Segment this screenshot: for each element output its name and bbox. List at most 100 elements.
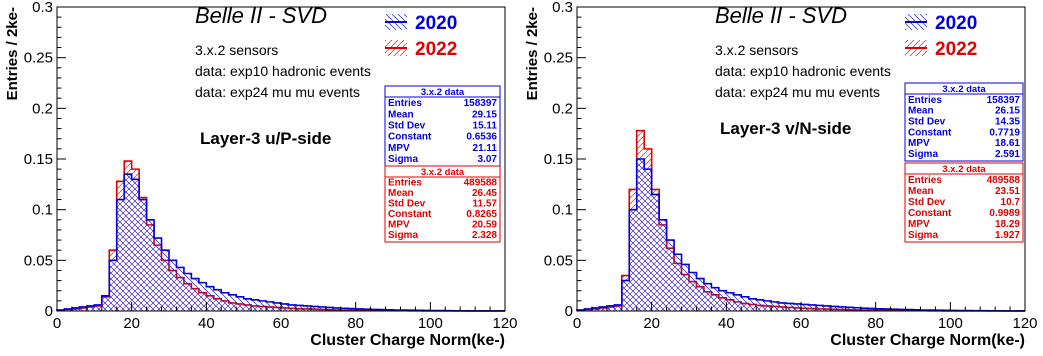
- stat-box-key: MPV: [388, 220, 410, 231]
- x-tick-label: 0: [53, 315, 61, 332]
- stat-box-key: Entries: [908, 175, 942, 186]
- y-axis-label: Entries / 2ke-: [524, 7, 541, 100]
- stat-box-key: Mean: [388, 109, 414, 120]
- stat-box-title: 3.x.2 data: [942, 84, 986, 95]
- stat-box-title: 3.x.2 data: [421, 167, 465, 178]
- stat-box-value: 489588: [987, 175, 1021, 186]
- x-axis-label: Cluster Charge Norm(ke-): [830, 332, 1025, 349]
- stat-box-key: Std Dev: [908, 197, 946, 208]
- y-tick-label: 0.3: [552, 0, 573, 16]
- stat-box-value: 10.7: [1001, 197, 1021, 208]
- stat-box-value: 3.07: [478, 154, 498, 165]
- y-tick-label: 0: [565, 303, 573, 320]
- stat-box-key: Entries: [388, 178, 422, 189]
- stat-box-key: Mean: [908, 106, 934, 117]
- y-tick-label: 0.3: [32, 0, 53, 16]
- x-tick-label: 20: [123, 315, 140, 332]
- stat-box-key: Std Dev: [388, 121, 426, 132]
- stat-box-key: Std Dev: [388, 199, 426, 210]
- info-line: data: exp24 mu mu events: [195, 84, 360, 100]
- chart-title: Belle II - SVD: [195, 3, 327, 28]
- x-tick-label: 80: [347, 315, 364, 332]
- info-line: 3.x.2 sensors: [715, 42, 798, 58]
- stat-box-key: Std Dev: [908, 117, 946, 128]
- chart-panel-1: 0 20 40 60 80 100 120 0 0.05 0.1 0.15 0.2 0.25 0.3 Clu…: [4, 0, 518, 349]
- x-tick-label: 120: [1012, 315, 1037, 332]
- legend-label: 2020: [415, 13, 457, 34]
- x-tick-label: 20: [643, 315, 660, 332]
- y-tick-label: 0.25: [24, 50, 53, 67]
- stat-box-key: Constant: [388, 132, 432, 143]
- y-tick-label: 0.1: [552, 202, 573, 219]
- x-tick-label: 40: [718, 315, 735, 332]
- legend-label: 2020: [935, 13, 977, 34]
- stat-box-key: Sigma: [388, 230, 418, 241]
- y-tick-label: 0.25: [544, 50, 573, 67]
- stat-box-key: Constant: [908, 208, 952, 219]
- legend-label: 2022: [935, 39, 977, 60]
- y-tick-label: 0.05: [24, 252, 53, 269]
- stat-box-value: 18.61: [995, 138, 1020, 149]
- y-tick-label: 0: [45, 303, 53, 320]
- stat-box-value: 158397: [464, 98, 498, 109]
- layer-label: Layer-3 v/N-side: [720, 119, 851, 138]
- x-axis-label: Cluster Charge Norm(ke-): [310, 332, 505, 349]
- y-tick-label: 0.15: [544, 151, 573, 168]
- x-tick-label: 120: [492, 315, 517, 332]
- y-tick-label: 0.2: [32, 100, 53, 117]
- stat-box-value: 489588: [464, 178, 498, 189]
- stat-box-key: MPV: [388, 143, 410, 154]
- info-line: data: exp10 hadronic events: [715, 63, 891, 79]
- stat-box-value: 2.591: [995, 149, 1020, 160]
- stat-box-value: 14.35: [995, 117, 1020, 128]
- info-line: data: exp24 mu mu events: [715, 84, 880, 100]
- x-tick-label: 60: [273, 315, 290, 332]
- stat-box-key: Entries: [388, 98, 422, 109]
- stat-box-title: 3.x.2 data: [942, 164, 986, 175]
- stat-box-value: 158397: [987, 95, 1021, 106]
- stat-box-key: Constant: [388, 209, 432, 220]
- x-tick-label: 100: [938, 315, 963, 332]
- stat-box-value: 1.927: [995, 230, 1020, 241]
- layer-label: Layer-3 u/P-side: [200, 129, 331, 148]
- stat-box-value: 0.9989: [989, 208, 1020, 219]
- stat-box-key: MPV: [908, 138, 930, 149]
- y-tick-label: 0.1: [32, 202, 53, 219]
- stat-box-key: Sigma: [908, 149, 938, 160]
- stat-box-key: Entries: [908, 95, 942, 106]
- x-tick-label: 40: [198, 315, 215, 332]
- info-line: data: exp10 hadronic events: [195, 63, 371, 79]
- stat-box-value: 0.7719: [989, 127, 1020, 138]
- stat-box-value: 2.328: [472, 230, 497, 241]
- stat-box-key: MPV: [908, 219, 930, 230]
- stat-box-title: 3.x.2 data: [421, 87, 465, 98]
- x-tick-label: 100: [418, 315, 443, 332]
- x-tick-label: 60: [793, 315, 810, 332]
- stat-box-key: Sigma: [388, 154, 418, 165]
- chart-panel-2: 0 20 40 60 80 100 120 0 0.05 0.1 0.15 0.2 0.25 0.3 Clu…: [524, 0, 1038, 349]
- stat-box-value: 11.57: [473, 199, 498, 210]
- chart-title: Belle II - SVD: [715, 3, 847, 28]
- y-tick-label: 0.2: [552, 100, 573, 117]
- x-tick-label: 80: [867, 315, 884, 332]
- y-tick-label: 0.15: [24, 151, 53, 168]
- stat-box-value: 20.59: [472, 220, 497, 231]
- stat-box-value: 18.29: [995, 219, 1020, 230]
- stat-box-value: 26.15: [995, 106, 1020, 117]
- stat-box-value: 0.8265: [466, 209, 497, 220]
- y-tick-label: 0.05: [544, 252, 573, 269]
- stat-box-value: 15.11: [473, 121, 498, 132]
- stat-box-key: Constant: [908, 127, 952, 138]
- info-line: 3.x.2 sensors: [195, 42, 278, 58]
- y-axis-label: Entries / 2ke-: [4, 7, 21, 100]
- x-tick-label: 0: [573, 315, 581, 332]
- stat-box-value: 26.45: [472, 188, 497, 199]
- stat-box-key: Mean: [388, 188, 414, 199]
- stat-box-value: 21.11: [473, 143, 498, 154]
- legend-label: 2022: [415, 39, 457, 60]
- stat-box-key: Mean: [908, 186, 934, 197]
- stat-box-value: 29.15: [472, 109, 497, 120]
- stat-box-value: 23.51: [995, 186, 1020, 197]
